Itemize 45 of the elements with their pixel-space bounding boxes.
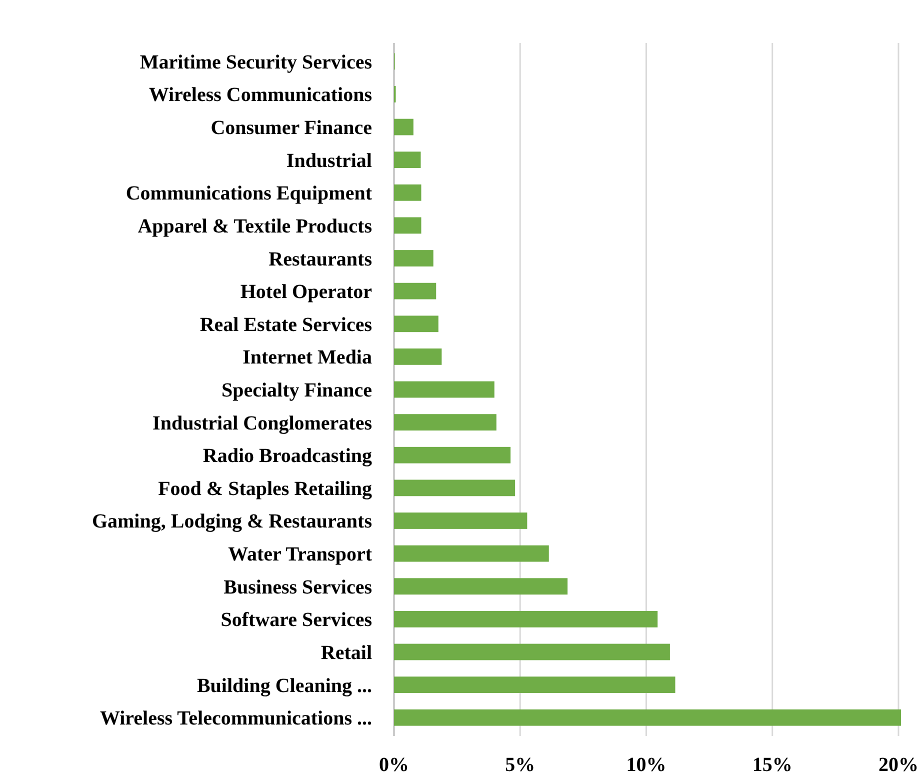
y-tick-label: Wireless Communications <box>148 84 372 106</box>
y-tick-label: Consumer Finance <box>210 117 372 140</box>
bar <box>394 512 528 529</box>
bar <box>394 578 568 595</box>
y-tick-label: Hotel Operator <box>240 281 372 304</box>
y-tick-label: Industrial Conglomerates <box>152 412 372 434</box>
bar <box>394 480 516 496</box>
y-tick-label: Communications Equipment <box>126 182 372 205</box>
bar <box>394 446 511 464</box>
y-tick-label: Software Services <box>220 609 372 632</box>
bar <box>394 217 422 234</box>
bar <box>394 545 549 562</box>
y-tick-label: Food & Staples Retailing <box>158 478 372 500</box>
y-tick-label: Specialty Finance <box>221 380 372 402</box>
bar <box>394 676 676 693</box>
bar <box>394 316 438 332</box>
y-tick-label: Industrial <box>286 150 372 172</box>
bar <box>394 381 494 398</box>
bar <box>394 348 442 365</box>
y-tick-label: Restaurants <box>268 248 372 270</box>
y-tick-label: Gaming, Lodging & Restaurants <box>92 510 372 533</box>
bar <box>394 610 658 628</box>
y-tick-label: Internet Media <box>242 346 372 369</box>
x-tick-label: 10% <box>626 754 666 776</box>
x-tick-label: 5% <box>505 754 536 776</box>
y-tick-label: Retail <box>320 642 372 664</box>
x-tick-label: 20% <box>878 754 918 776</box>
bar <box>394 282 436 300</box>
y-tick-label: Real Estate Services <box>200 314 372 336</box>
x-tick-label: 15% <box>752 754 792 776</box>
bar <box>394 250 434 266</box>
y-tick-label: Water Transport <box>228 544 372 566</box>
y-tick-label: Radio Broadcasting <box>202 445 372 468</box>
bar <box>394 184 422 201</box>
bar <box>394 709 901 726</box>
bar <box>394 118 414 136</box>
bar <box>394 152 421 168</box>
x-tick-label: 0% <box>379 754 409 776</box>
y-tick-label: Maritime Security Services <box>140 51 372 74</box>
y-tick-label: Wireless Telecommunications ... <box>100 708 372 730</box>
bar <box>394 414 496 431</box>
y-tick-label: Business Services <box>224 576 372 598</box>
y-tick-label: Building Cleaning ... <box>196 674 372 697</box>
y-tick-label: Apparel & Textile Products <box>138 215 372 238</box>
bar <box>394 644 670 660</box>
